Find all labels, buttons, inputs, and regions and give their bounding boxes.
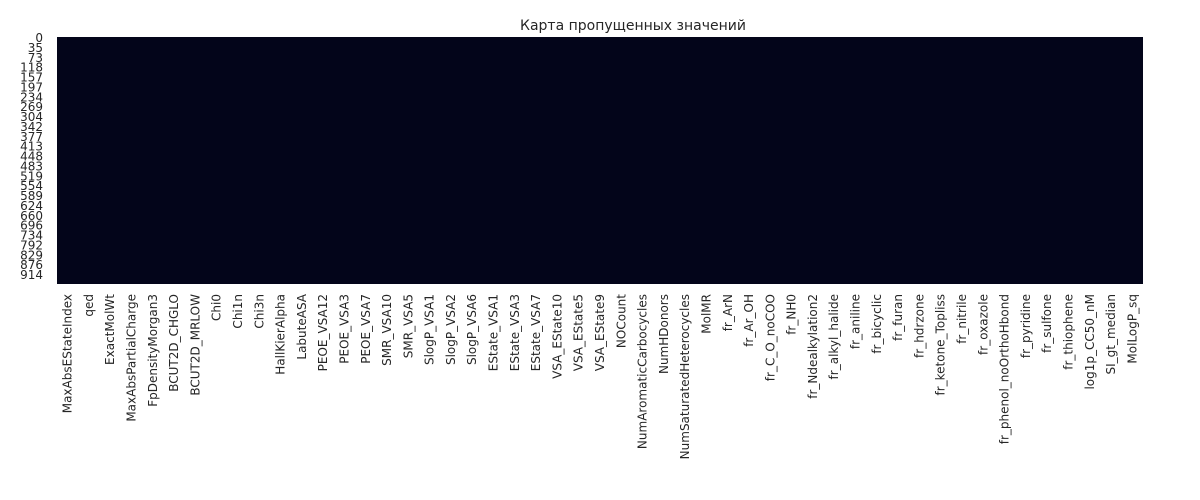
x-tick-label: NumSaturatedHeterocycles xyxy=(678,294,692,459)
x-tick-label: NumAromaticCarbocycles xyxy=(636,294,650,449)
x-tick-label: fr_ketone_Topliss xyxy=(934,294,948,396)
x-tick-label: MolLogP_sq xyxy=(1125,294,1139,364)
y-tick-label: 377 xyxy=(20,130,43,144)
x-tick-label: fr_oxazole xyxy=(976,294,990,355)
x-tick-label: NOCount xyxy=(614,294,628,348)
y-tick-label: 734 xyxy=(20,229,43,243)
x-tick-label: PEOE_VSA7 xyxy=(359,294,373,364)
x-tick-label: SlogP_VSA2 xyxy=(444,294,458,365)
y-tick-label: 792 xyxy=(20,238,43,252)
x-tick-label: fr_Ndealkylation2 xyxy=(806,294,820,399)
x-tick-label: NumHDonors xyxy=(657,294,671,374)
y-tick-label: 914 xyxy=(20,268,43,282)
x-tick-label: qed xyxy=(82,294,96,317)
x-tick-label: fr_hdrzone xyxy=(912,294,926,358)
x-tick-label: BCUT2D_CHGLO xyxy=(167,294,181,392)
x-tick-label: MolMR xyxy=(699,294,713,334)
x-tick-label: Chi0 xyxy=(210,294,224,321)
y-tick-label: 448 xyxy=(20,150,43,164)
x-tick-label: SMR_VSA10 xyxy=(380,294,394,366)
x-tick-label: MaxAbsPartialCharge xyxy=(125,294,139,422)
x-tick-label: fr_bicyclic xyxy=(870,294,884,354)
y-tick-label: 73 xyxy=(28,51,43,65)
y-tick-label: 304 xyxy=(20,110,43,124)
x-tick-label: EState_VSA3 xyxy=(508,294,522,371)
y-tick-label: 696 xyxy=(20,219,43,233)
y-tick-label: 197 xyxy=(20,80,43,94)
y-tick-label: 0 xyxy=(35,31,43,45)
x-tick-label: fr_sulfone xyxy=(1040,294,1054,353)
y-tick-label: 35 xyxy=(28,41,43,55)
x-tick-label: PEOE_VSA3 xyxy=(337,294,351,364)
y-tick-label: 118 xyxy=(20,61,43,75)
y-tick-label: 342 xyxy=(20,120,43,134)
y-tick-label: 554 xyxy=(20,179,43,193)
x-tick-label: fr_Ar_OH xyxy=(742,294,756,347)
y-tick-label: 269 xyxy=(20,100,43,114)
x-tick-label: Chi3n xyxy=(252,294,266,329)
x-axis-ticks: MaxAbsEStateIndex qed ExactMolWt MaxAbsPart… xyxy=(61,293,1140,459)
x-tick-label: SlogP_VSA1 xyxy=(423,294,437,365)
x-tick-label: fr_NH0 xyxy=(785,294,799,335)
x-tick-label: ExactMolWt xyxy=(103,294,117,365)
y-axis-ticks: 0357311815719723426930434237741344848351… xyxy=(20,31,43,282)
x-tick-label: LabuteASA xyxy=(295,293,309,359)
chart-title: Карта пропущенных значений xyxy=(520,18,746,34)
x-tick-label: SlogP_VSA6 xyxy=(465,294,479,365)
x-tick-label: SI_gt_median xyxy=(1104,294,1118,374)
x-tick-label: fr_nitrile xyxy=(955,294,969,344)
x-tick-label: EState_VSA7 xyxy=(529,294,543,371)
x-tick-label: VSA_EState9 xyxy=(593,294,607,371)
x-tick-label: fr_pyridine xyxy=(1019,294,1033,358)
x-tick-label: HallKierAlpha xyxy=(274,294,288,375)
y-tick-label: 234 xyxy=(20,90,43,104)
x-tick-label: fr_C_O_noCOO xyxy=(763,294,777,381)
x-tick-label: Chi1n xyxy=(231,294,245,329)
y-tick-label: 589 xyxy=(20,189,43,203)
y-tick-label: 413 xyxy=(20,140,43,154)
y-tick-label: 157 xyxy=(20,71,43,85)
x-tick-label: VSA_EState10 xyxy=(550,294,564,379)
x-tick-label: BCUT2D_MRLOW xyxy=(188,294,202,396)
heatmap-cells xyxy=(57,37,1143,284)
x-tick-label: fr_furan xyxy=(891,294,905,341)
x-tick-label: PEOE_VSA12 xyxy=(316,294,330,371)
x-tick-label: fr_ArN xyxy=(721,294,735,331)
x-tick-label: fr_thiophene xyxy=(1061,294,1075,370)
y-tick-label: 829 xyxy=(20,248,43,262)
x-tick-label: fr_alkyl_halide xyxy=(827,294,841,379)
y-tick-label: 876 xyxy=(20,258,43,272)
x-tick-label: MaxAbsEStateIndex xyxy=(61,294,75,413)
x-tick-label: VSA_EState5 xyxy=(572,294,586,371)
x-tick-label: FpDensityMorgan3 xyxy=(146,294,160,407)
x-tick-label: EState_VSA1 xyxy=(487,294,501,371)
x-tick-label: log1p_CC50_nM xyxy=(1083,294,1097,390)
y-tick-label: 660 xyxy=(20,209,43,223)
x-tick-label: fr_phenol_noOrthoHbond xyxy=(998,294,1012,444)
y-tick-label: 483 xyxy=(20,159,43,173)
x-tick-label: fr_aniline xyxy=(849,294,863,349)
y-tick-label: 624 xyxy=(20,199,43,213)
x-tick-label: SMR_VSA5 xyxy=(401,294,415,358)
y-tick-label: 519 xyxy=(20,169,43,183)
